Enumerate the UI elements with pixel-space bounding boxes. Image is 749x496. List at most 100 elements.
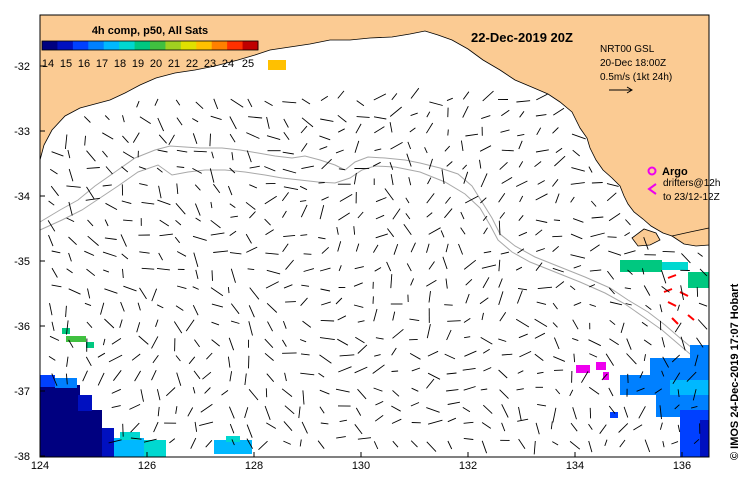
current-vector [192, 286, 199, 290]
current-vector [463, 386, 476, 391]
current-vector [517, 370, 524, 374]
current-vector [210, 287, 224, 297]
current-vector [354, 140, 360, 153]
current-vector [499, 161, 508, 170]
current-vector [210, 115, 222, 121]
current-vector [659, 304, 663, 313]
current-vector [643, 339, 652, 346]
current-vector [301, 284, 310, 287]
current-vector [84, 250, 95, 256]
colorbar-frame [41, 40, 259, 51]
current-vector [537, 286, 553, 290]
current-vector [641, 321, 648, 327]
current-vector [244, 373, 247, 386]
current-vector [589, 269, 602, 272]
current-vector [154, 98, 159, 106]
current-vector [336, 436, 346, 439]
current-vector [264, 195, 277, 205]
current-vector [659, 422, 663, 430]
current-vector [64, 134, 68, 150]
current-vector [281, 388, 293, 397]
current-vector [699, 268, 708, 277]
current-vector [221, 390, 229, 396]
current-vector [338, 168, 345, 171]
current-vector [155, 319, 159, 327]
current-vector [498, 259, 501, 272]
current-vector [606, 183, 619, 187]
current-vector [283, 284, 293, 289]
current-vector [301, 421, 308, 434]
current-vector [246, 424, 253, 438]
colorbar-swatch [134, 41, 151, 50]
current-vector [392, 328, 404, 339]
current-vector [386, 261, 392, 272]
current-vector [643, 237, 649, 250]
current-vector [696, 337, 704, 348]
current-vector [265, 281, 279, 289]
current-vector [410, 440, 418, 448]
current-vector [285, 259, 294, 270]
current-vector [301, 165, 314, 170]
current-vector [536, 301, 547, 305]
current-vector [409, 127, 416, 133]
current-vector [158, 134, 167, 144]
current-vector [68, 168, 74, 182]
current-vector [83, 116, 91, 123]
current-vector [303, 253, 312, 255]
current-vector [636, 387, 645, 392]
x-tick-label: 126 [138, 460, 156, 472]
bathy-contour-slope [39, 164, 710, 363]
current-vector [195, 269, 199, 280]
current-vector [246, 246, 258, 253]
colorbar-tick: 15 [60, 58, 72, 70]
current-vector [194, 203, 201, 216]
current-vector [608, 213, 621, 222]
current-vector [353, 226, 356, 235]
current-vector [406, 263, 412, 272]
current-vector [552, 407, 557, 423]
current-vector [387, 228, 395, 238]
current-vector [447, 440, 453, 450]
current-vector [605, 353, 614, 366]
current-vector [338, 366, 352, 373]
current-vector [283, 132, 290, 140]
current-vector [426, 378, 435, 389]
current-vector [552, 179, 559, 187]
current-vector [608, 287, 615, 295]
current-vector [536, 127, 542, 136]
current-vector [266, 135, 281, 141]
current-vector [554, 155, 566, 167]
colorbar-swatch [119, 41, 136, 50]
current-vector [555, 147, 563, 153]
current-vector [480, 388, 488, 391]
current-vector [645, 304, 652, 310]
current-vector [158, 185, 162, 199]
current-vector [482, 348, 490, 354]
current-vector [569, 285, 576, 291]
current-vector [336, 227, 339, 235]
current-vector [569, 441, 581, 450]
current-vector [86, 268, 96, 277]
current-vector [228, 406, 235, 419]
current-vector [143, 438, 157, 443]
current-vector [581, 371, 589, 383]
current-vector [499, 389, 509, 399]
current-vector [301, 98, 311, 105]
current-vector [123, 219, 133, 222]
current-vector [211, 321, 220, 326]
current-vector [353, 282, 363, 287]
current-vector [482, 90, 494, 102]
current-vector [390, 174, 394, 186]
current-vector [335, 297, 343, 305]
current-vector [321, 158, 332, 170]
current-vector [428, 158, 433, 170]
current-vector [429, 101, 443, 106]
current-vector [389, 122, 393, 133]
current-vector [111, 338, 122, 345]
current-vector [501, 109, 510, 117]
current-vector [102, 150, 108, 158]
current-vector [570, 196, 575, 203]
current-vector [654, 388, 663, 394]
current-vector [337, 338, 349, 346]
current-vector [122, 135, 129, 144]
